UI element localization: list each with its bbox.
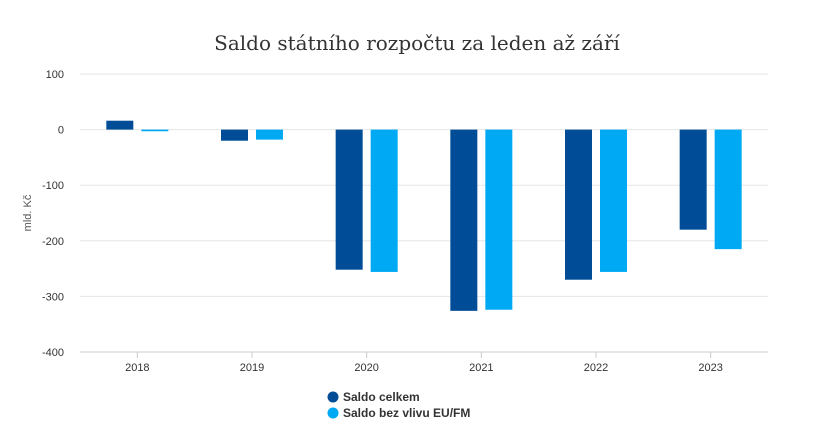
bar-saldo-celkem-2020[interactable] <box>335 129 363 270</box>
y-tick-label: 100 <box>46 69 64 81</box>
y-tick-label: 0 <box>58 125 64 137</box>
bar-saldo-celkem-2022[interactable] <box>565 129 592 280</box>
bar-saldo-bez-vlivu-2019[interactable] <box>256 129 283 140</box>
bar-saldo-celkem-2023[interactable] <box>679 129 707 230</box>
chart-title: Saldo státního rozpočtu za leden až září <box>214 31 620 55</box>
bar-saldo-celkem-2021[interactable] <box>450 129 478 311</box>
x-tick-label: 2021 <box>469 362 493 374</box>
legend[interactable]: Saldo celkem Saldo bez vlivu EU/FM <box>327 390 471 420</box>
bar-saldo-bez-vlivu-2023[interactable] <box>714 129 742 250</box>
x-tick-labels: 2018 2019 2020 2021 2022 2023 <box>125 352 723 374</box>
y-tick-labels: 100 0 -100 -200 -300 -400 <box>42 69 64 359</box>
y-tick-label: -200 <box>42 236 64 248</box>
legend-item[interactable]: Saldo bez vlivu EU/FM <box>327 406 471 420</box>
bars <box>106 120 742 311</box>
legend-marker <box>327 407 339 419</box>
x-tick-label: 2018 <box>125 362 149 374</box>
bar-saldo-bez-vlivu-2018[interactable] <box>141 129 169 132</box>
bar-saldo-bez-vlivu-2022[interactable] <box>600 129 627 272</box>
y-tick-label: -100 <box>42 180 64 192</box>
y-axis-label: mld. Kč <box>22 194 34 231</box>
bar-saldo-bez-vlivu-2021[interactable] <box>485 129 513 310</box>
y-tick-label: -300 <box>42 291 64 303</box>
x-tick-label: 2023 <box>698 362 722 374</box>
legend-label: Saldo bez vlivu EU/FM <box>343 406 470 420</box>
legend-item[interactable]: Saldo celkem <box>327 390 420 404</box>
grid-layer <box>80 73 768 353</box>
legend-marker <box>327 391 339 403</box>
x-tick-label: 2020 <box>354 362 378 374</box>
x-tick-label: 2022 <box>584 362 608 374</box>
x-tick-label: 2019 <box>240 362 264 374</box>
bar-saldo-celkem-2019[interactable] <box>221 129 248 141</box>
bar-saldo-bez-vlivu-2020[interactable] <box>370 129 398 272</box>
bar-saldo-celkem-2018[interactable] <box>106 120 134 130</box>
legend-label: Saldo celkem <box>343 390 420 404</box>
y-tick-label: -400 <box>42 347 64 359</box>
